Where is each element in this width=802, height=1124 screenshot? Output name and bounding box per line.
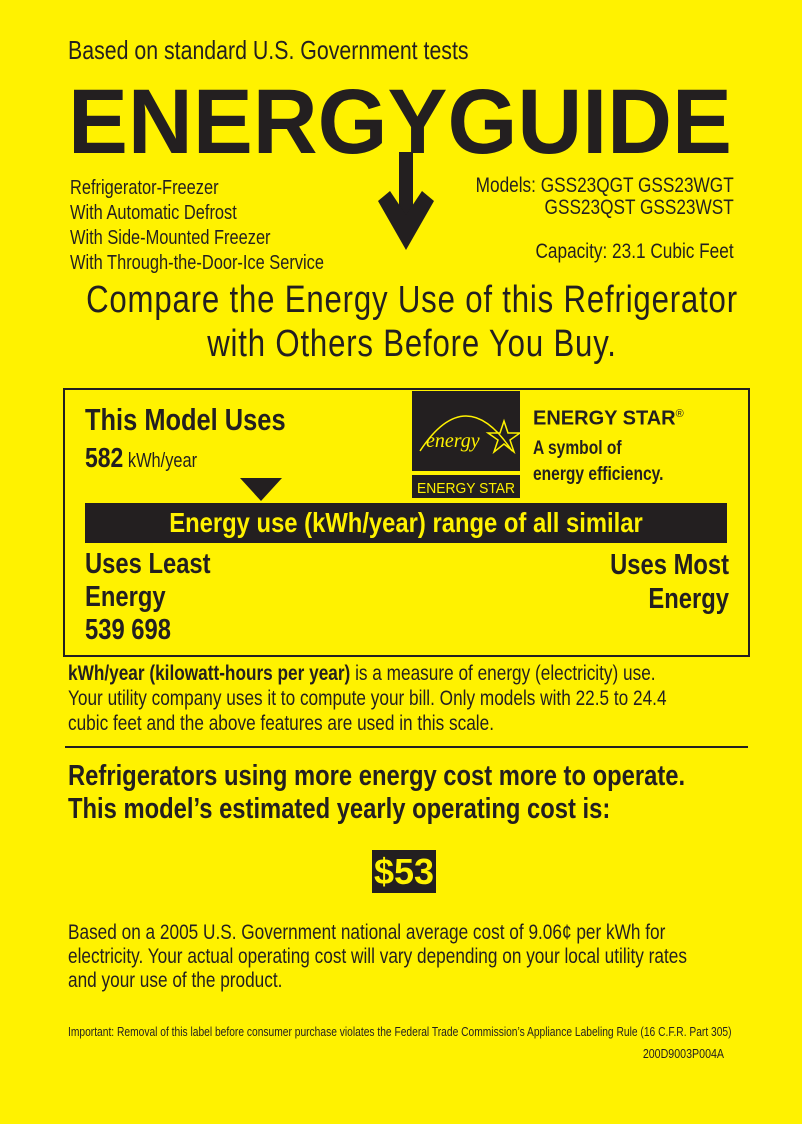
uses-least-line1: Uses Least [85, 548, 211, 580]
cost-heading: Refrigerators using more energy cost mor… [68, 760, 685, 826]
star-icon [485, 418, 520, 455]
cost-note-line3: and your use of the product. [68, 969, 283, 992]
energy-star-logo: energy ENERGY STAR [412, 391, 520, 498]
headline: Compare the Energy Use of this Refrigera… [74, 278, 750, 366]
cost-note-line1: Based on a 2005 U.S. Government national… [68, 921, 666, 944]
registered-mark: ® [675, 408, 684, 420]
model-position-marker-icon [240, 478, 282, 501]
energy-script: energy [426, 430, 480, 452]
models: Models: GSS23QGT GSS23WGT GSS23QST GSS23… [476, 175, 734, 219]
explanation-line2: Your utility company uses it to compute … [68, 687, 667, 710]
feature-item: With Automatic Defrost [70, 202, 237, 224]
energy-star-title: ENERGY STAR® [533, 401, 684, 432]
feature-item: With Side-Mounted Freezer [70, 227, 271, 249]
uses-least-line2: Energy [85, 581, 166, 613]
explanation-line3: cubic feet and the above features are us… [68, 712, 494, 735]
divider [65, 746, 748, 748]
cost-heading-line2: This model’s estimated yearly operating … [68, 793, 611, 825]
yearly-cost: $53 [372, 850, 436, 893]
energy-star-title-text: ENERGY STAR [533, 407, 676, 430]
legal-notice: Important: Removal of this label before … [68, 1025, 732, 1039]
uses-least-energy: Uses Least Energy 539 698 [85, 548, 211, 647]
range-values: 539 698 [85, 614, 171, 646]
model-usage-unit: kWh/year [127, 450, 198, 472]
range-bar: Energy use (kWh/year) range of all simil… [85, 503, 727, 578]
feature-list: Refrigerator-Freezer With Automatic Defr… [70, 176, 324, 276]
model-usage: 582 kWh/year [85, 442, 197, 477]
cost-note: Based on a 2005 U.S. Government national… [68, 921, 687, 993]
capacity: Capacity: 23.1 Cubic Feet [535, 240, 734, 263]
range-bar-label: Energy use (kWh/year) range of all simil… [169, 507, 643, 578]
energy-star-desc: A symbol of energy efficiency. [533, 436, 663, 488]
kwh-definition-bold: kWh/year (kilowatt-hours per year) [68, 662, 351, 685]
feature-item: With Through-the-Door-Ice Service [70, 252, 324, 274]
tests-note: Based on standard U.S. Government tests [68, 35, 469, 65]
feature-item: Refrigerator-Freezer [70, 177, 219, 199]
energy-star-caption: ENERGY STAR [417, 480, 515, 497]
models-line2: GSS23QST GSS23WST [544, 196, 734, 219]
kwh-explanation: kWh/year (kilowatt-hours per year) is a … [68, 661, 667, 736]
energy-star-desc-line1: A symbol of [533, 438, 622, 459]
headline-line1: Compare the Energy Use of this Refrigera… [86, 279, 738, 321]
cost-heading-line1: Refrigerators using more energy cost mor… [68, 760, 686, 792]
kwh-definition-rest: is a measure of energy (electricity) use… [350, 662, 656, 685]
headline-line2: with Others Before You Buy. [207, 323, 617, 365]
energyguide-logo: ENERGYGUIDE [68, 71, 732, 250]
down-arrow-icon [378, 152, 434, 250]
energy-use-box [63, 388, 750, 657]
models-line1: GSS23QGT GSS23WGT [541, 174, 734, 197]
energy-star-desc-line2: energy efficiency. [533, 464, 664, 485]
model-usage-value: 582 [85, 442, 124, 473]
uses-most-line2: Energy [648, 583, 729, 615]
this-model-uses-title: This Model Uses [85, 402, 286, 437]
uses-most-energy: Uses Most Energy [610, 548, 729, 616]
models-label: Models: [475, 174, 537, 197]
uses-most-line1: Uses Most [610, 549, 729, 581]
cost-note-line2: electricity. Your actual operating cost … [68, 945, 687, 968]
label-code: 200D9003P004A [642, 1046, 724, 1061]
